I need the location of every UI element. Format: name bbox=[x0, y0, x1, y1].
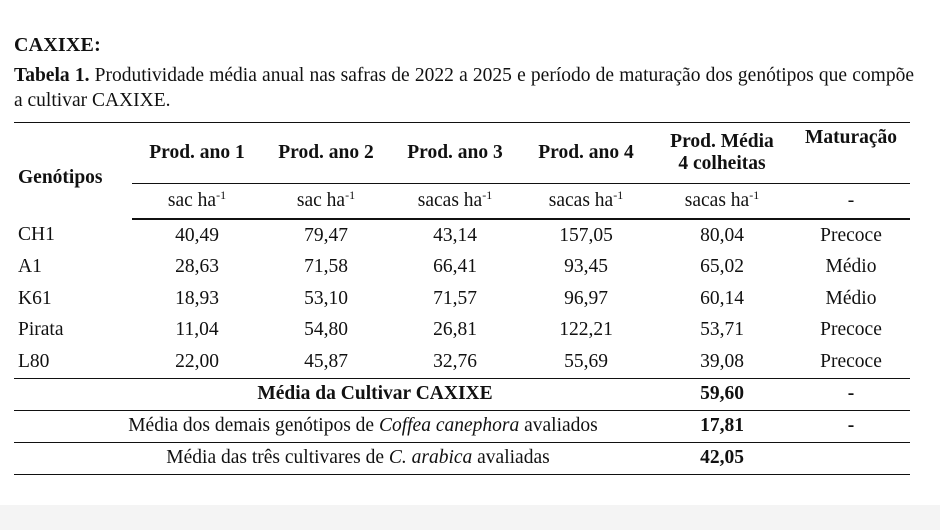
cell-ano1: 28,63 bbox=[175, 256, 219, 278]
cell-ano2: 45,87 bbox=[304, 350, 348, 372]
unit-ano-3: sacas ha-1 bbox=[390, 183, 520, 220]
unit-maturacao: - bbox=[792, 183, 910, 220]
cell-ano3: 32,76 bbox=[433, 350, 477, 372]
summary-value: 59,60 bbox=[652, 377, 792, 410]
cell-maturacao: Precoce bbox=[820, 319, 882, 341]
cell-ano4: 96,97 bbox=[564, 287, 608, 309]
header-row: Genótipos Prod. ano 1 Prod. ano 2 Prod. … bbox=[14, 122, 910, 219]
cell-maturacao: Médio bbox=[825, 256, 877, 278]
cell-ano2: 53,10 bbox=[304, 287, 348, 309]
cell-ano3: 71,57 bbox=[433, 287, 477, 309]
header-maturacao: Maturação bbox=[792, 122, 910, 184]
table-row: L80 22,00 45,87 32,76 55,69 39,08 Precoce bbox=[14, 346, 910, 378]
cell-ano1: 22,00 bbox=[175, 350, 219, 372]
cell-ano4: 93,45 bbox=[564, 256, 608, 278]
summary-maturacao bbox=[792, 441, 910, 475]
header-genotipos: Genótipos bbox=[14, 122, 132, 219]
cell-media: 65,02 bbox=[700, 256, 744, 278]
cell-genotipo: CH1 bbox=[18, 224, 55, 246]
bottom-band bbox=[0, 505, 940, 530]
summary-row-caxixe: Média da Cultivar CAXIXE 59,60 - bbox=[14, 377, 910, 410]
header-ano-1: Prod. ano 1 bbox=[132, 122, 262, 184]
table-row: Pirata 11,04 54,80 26,81 122,21 53,71 Precoce bbox=[14, 315, 910, 347]
header-ano-3: Prod. ano 3 bbox=[390, 122, 520, 184]
summary-label: Média das três cultivares de C. arabica … bbox=[14, 441, 652, 475]
table-row: CH1 40,49 79,47 43,14 157,05 80,04 Precoce bbox=[14, 219, 910, 252]
cell-genotipo: A1 bbox=[18, 256, 42, 278]
header-ano-4: Prod. ano 4 bbox=[520, 122, 652, 184]
table-caption: Tabela 1. Produtividade média anual nas … bbox=[14, 63, 914, 113]
cell-ano1: 18,93 bbox=[175, 287, 219, 309]
unit-ano-1: sac ha-1 bbox=[132, 183, 262, 220]
units-row: sac ha-1 sac ha-1 sacas ha-1 sacas ha-1 … bbox=[14, 183, 910, 220]
caption-label: Tabela 1. bbox=[14, 65, 90, 86]
unit-media: sacas ha-1 bbox=[652, 183, 792, 220]
header-media-line1: Prod. Média bbox=[670, 131, 774, 152]
productivity-table: Genótipos Prod. ano 1 Prod. ano 2 Prod. … bbox=[14, 122, 910, 475]
unit-ano-2: sac ha-1 bbox=[262, 183, 390, 220]
cell-ano3: 43,14 bbox=[433, 224, 477, 246]
header-media: Prod. Média 4 colheitas bbox=[652, 122, 792, 184]
cell-maturacao: Precoce bbox=[820, 224, 882, 246]
header-media-line2: 4 colheitas bbox=[678, 153, 766, 174]
cell-ano3: 66,41 bbox=[433, 256, 477, 278]
cell-ano1: 11,04 bbox=[175, 319, 219, 341]
cell-media: 80,04 bbox=[700, 224, 744, 246]
cell-maturacao: Médio bbox=[825, 287, 877, 309]
cell-ano3: 26,81 bbox=[433, 319, 477, 341]
cell-genotipo: Pirata bbox=[18, 319, 64, 341]
summary-value: 42,05 bbox=[652, 441, 792, 475]
header-ano-2: Prod. ano 2 bbox=[262, 122, 390, 184]
section-heading: CAXIXE: bbox=[14, 34, 101, 56]
cell-ano4: 157,05 bbox=[559, 224, 613, 246]
cell-genotipo: K61 bbox=[18, 287, 52, 309]
table-row: A1 28,63 71,58 66,41 93,45 65,02 Médio bbox=[14, 252, 910, 284]
unit-ano-4: sacas ha-1 bbox=[520, 183, 652, 220]
cell-ano2: 71,58 bbox=[304, 256, 348, 278]
summary-value: 17,81 bbox=[652, 409, 792, 442]
cell-ano2: 79,47 bbox=[304, 224, 348, 246]
caption-text: Produtividade média anual nas safras de … bbox=[14, 65, 914, 111]
cell-genotipo: L80 bbox=[18, 350, 50, 372]
summary-label: Média dos demais genótipos de Coffea can… bbox=[14, 409, 652, 442]
cell-media: 60,14 bbox=[700, 287, 744, 309]
summary-row-canephora: Média dos demais genótipos de Coffea can… bbox=[14, 409, 910, 442]
summary-row-arabica: Média das três cultivares de C. arabica … bbox=[14, 441, 910, 475]
cell-maturacao: Precoce bbox=[820, 350, 882, 372]
summary-maturacao: - bbox=[792, 409, 910, 442]
cell-ano4: 122,21 bbox=[559, 319, 613, 341]
cell-ano1: 40,49 bbox=[175, 224, 219, 246]
cell-ano4: 55,69 bbox=[564, 350, 608, 372]
cell-media: 39,08 bbox=[700, 350, 744, 372]
table-row: K61 18,93 53,10 71,57 96,97 60,14 Médio bbox=[14, 283, 910, 315]
summary-maturacao: - bbox=[792, 377, 910, 410]
cell-media: 53,71 bbox=[700, 319, 744, 341]
cell-ano2: 54,80 bbox=[304, 319, 348, 341]
summary-label: Média da Cultivar CAXIXE bbox=[14, 377, 652, 410]
